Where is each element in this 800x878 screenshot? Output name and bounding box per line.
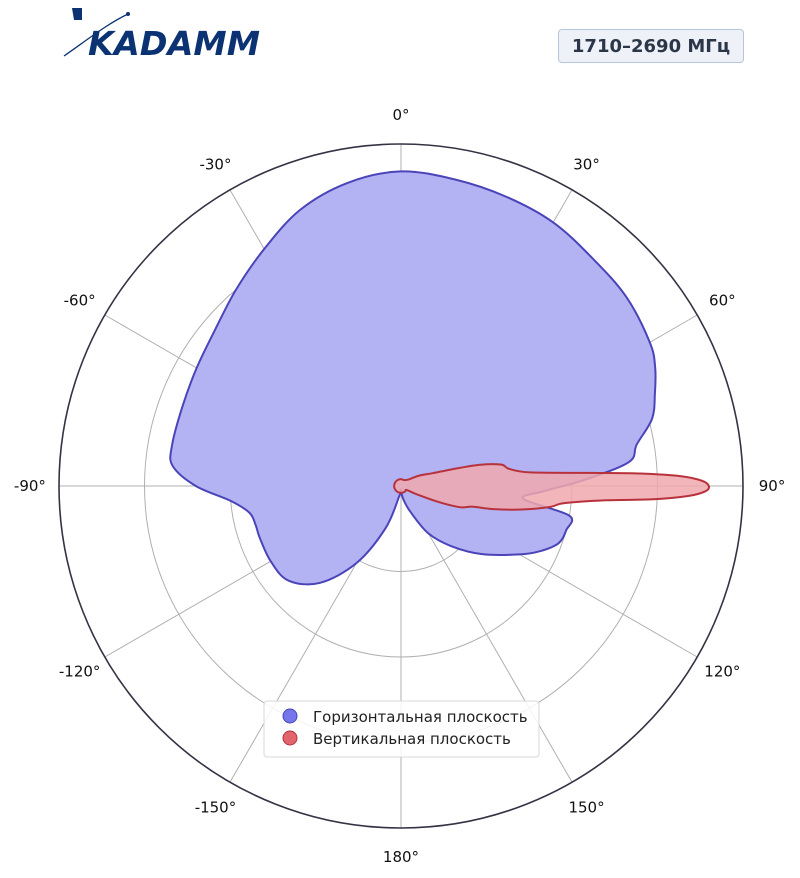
angle-tick-label: -120° — [59, 663, 101, 681]
angle-tick-label: 120° — [704, 663, 740, 681]
polar-series — [169, 170, 710, 586]
angle-tick-label: 90° — [759, 477, 786, 495]
angle-tick-label: -60° — [64, 291, 96, 309]
angle-tick-label: 0° — [392, 106, 409, 124]
angle-tick-label: 30° — [573, 156, 600, 174]
vertical-plane-series — [393, 463, 710, 511]
legend-marker-horizontal — [282, 708, 298, 724]
angle-tick-label: 180° — [383, 848, 419, 866]
kadamm-logo: KADAMM — [62, 6, 266, 63]
frequency-badge: 1710–2690 МГц — [558, 29, 744, 63]
horizontal-plane-series — [169, 170, 657, 586]
angle-ticks: 0° 30° 60° 90° 120° 150° 180° -150° -120° -90° -60… — [14, 106, 785, 866]
angle-tick-label: -90° — [14, 477, 46, 495]
legend-label-vertical: Вертикальная плоскость — [313, 730, 511, 748]
angle-tick-label: -30° — [199, 156, 231, 174]
legend: Горизонтальная плоскость Вертикальная пл… — [263, 700, 540, 758]
legend-box — [263, 700, 540, 758]
outer-ring — [58, 143, 744, 829]
logo-dot — [126, 12, 130, 16]
angle-tick-label: 60° — [709, 291, 736, 309]
legend-label-horizontal: Горизонтальная плоскость — [313, 708, 528, 726]
angle-tick-label: 150° — [568, 798, 604, 816]
angle-tick-label: -150° — [195, 798, 237, 816]
logo-swoosh — [63, 13, 129, 57]
logo-text: KADAMM — [88, 24, 260, 62]
legend-marker-vertical — [282, 730, 298, 746]
logo-mark — [72, 8, 82, 20]
